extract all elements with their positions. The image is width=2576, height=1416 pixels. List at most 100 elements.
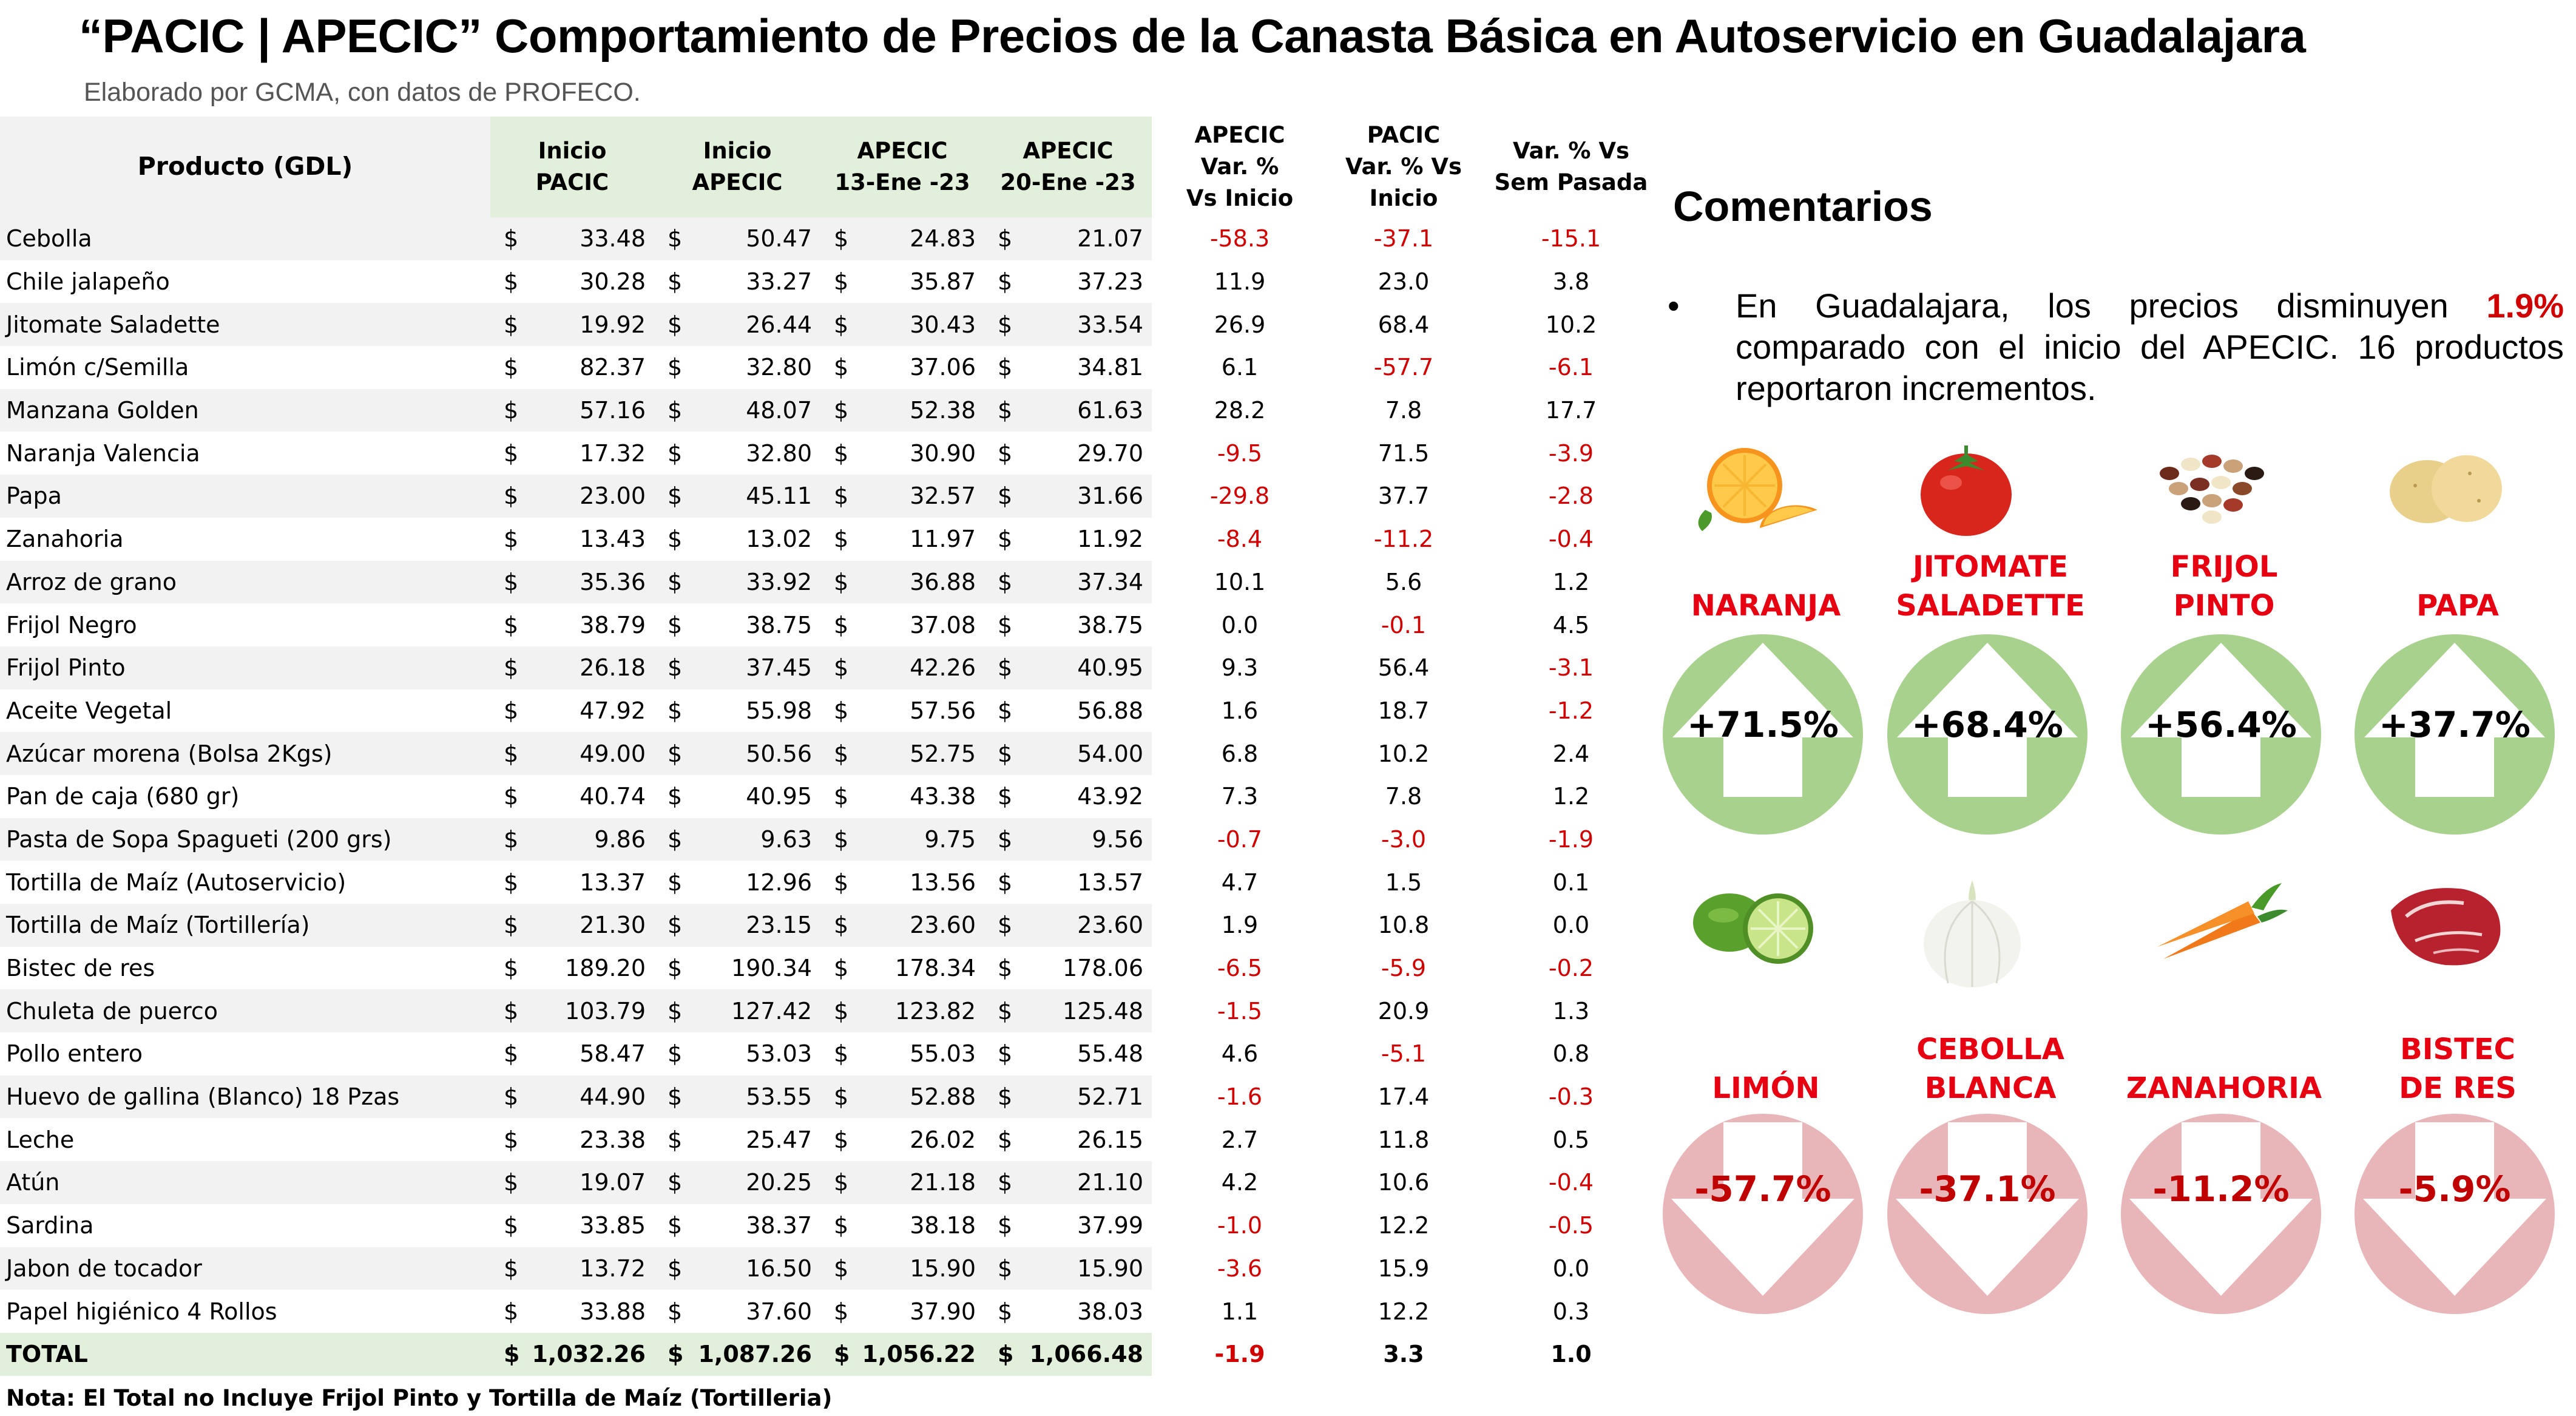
comments-title: Comentarios <box>1673 183 1933 230</box>
price-cell: $37.06 <box>834 354 976 381</box>
beans-icon <box>2145 437 2279 543</box>
price-cell: $13.57 <box>998 869 1143 896</box>
table-row: Atún $19.07 $20.25 $21.18 $21.10 4.2 10.6 -0.4 <box>0 1161 1657 1204</box>
price-cell: $13.56 <box>834 869 976 896</box>
price-cell: $52.75 <box>820 732 984 775</box>
percent-cell: -11.2 <box>1373 526 1434 553</box>
table-row: Papa $23.00 $45.11 $32.57 $31.66 -29.8 37.7 -2.… <box>0 475 1657 518</box>
gap-cell <box>1152 818 1158 861</box>
price-cell: $52.88 <box>820 1075 984 1119</box>
price-cell: $23.38 <box>504 1126 646 1153</box>
price-cell: $127.42 <box>654 989 820 1033</box>
price-cell: $37.60 <box>668 1298 812 1325</box>
price-cell: $29.70 <box>998 439 1143 467</box>
price-cell: $15.90 <box>984 1247 1152 1290</box>
price-change-value: +68.4% <box>1912 704 2063 745</box>
price-cell: $178.06 <box>998 955 1143 982</box>
product-name: Manzana Golden <box>0 388 490 432</box>
gap-cell <box>1152 260 1158 303</box>
price-cell: $123.82 <box>820 989 984 1033</box>
table-row: Cebolla $33.48 $50.47 $24.83 $21.07 -58.3 -37.… <box>0 217 1657 260</box>
price-cell: $52.71 <box>984 1075 1152 1119</box>
percent-cell: -9.5 <box>1217 439 1263 467</box>
percent-cell: -3.1 <box>1548 654 1594 682</box>
percent-cell: 3.8 <box>1552 268 1590 296</box>
table-row: Sardina $33.85 $38.37 $38.18 $37.99 -1.0 12.2 -… <box>0 1204 1657 1247</box>
header-product: Producto (GDL) <box>0 117 490 217</box>
percent-cell: 1.2 <box>1552 568 1590 595</box>
percent-cell: 71.5 <box>1378 439 1430 467</box>
comment-highlight: 1.9% <box>2486 286 2564 325</box>
header-gap <box>1152 117 1158 217</box>
percent-cell: 4.7 <box>1221 869 1259 896</box>
price-cell: $33.27 <box>668 268 812 296</box>
price-cell: $26.15 <box>998 1126 1143 1153</box>
table-row: Frijol Negro $38.79 $38.75 $37.08 $38.75 0.0 -… <box>0 603 1657 646</box>
price-cell: $43.38 <box>834 783 976 810</box>
price-cell: $82.37 <box>504 354 646 381</box>
percent-cell: 10.8 <box>1378 912 1430 939</box>
price-cell: $13.02 <box>668 526 812 553</box>
price-cell: $35.87 <box>834 268 976 296</box>
product-card-label: FRIJOL PINTO <box>2170 550 2278 623</box>
percent-cell: 1.5 <box>1385 869 1422 896</box>
table-row: Aceite Vegetal $47.92 $55.98 $57.56 $56.88 1.… <box>0 689 1657 733</box>
header-apecic-13-ene: APECIC 13-Ene -23 <box>820 117 984 217</box>
total-var-pacic: 3.3 <box>1322 1332 1486 1376</box>
percent-cell: 12.2 <box>1378 1298 1430 1325</box>
price-cell: $58.47 <box>504 1040 646 1068</box>
price-cell: $13.72 <box>490 1247 654 1290</box>
up-arrow-icon <box>2121 634 2321 835</box>
table-row: Leche $23.38 $25.47 $26.02 $26.15 2.7 11.8 0.5 <box>0 1118 1657 1162</box>
price-cell: $56.88 <box>998 697 1143 724</box>
price-cell: $21.18 <box>820 1161 984 1204</box>
percent-cell: 56.4 <box>1378 654 1430 682</box>
percent-cell: 10.6 <box>1378 1169 1430 1196</box>
header-var-sem: Var. % Vs Sem Pasada <box>1486 117 1657 217</box>
price-cell: $55.03 <box>834 1040 976 1068</box>
product-card-label: PAPA <box>2416 589 2499 623</box>
percent-cell: 2.7 <box>1221 1126 1259 1153</box>
price-cell: $30.28 <box>504 268 646 296</box>
price-change-value: +71.5% <box>1687 704 1839 745</box>
price-cell: $37.34 <box>984 560 1152 604</box>
product-name: Azúcar morena (Bolsa 2Kgs) <box>0 732 490 775</box>
price-cell: $23.60 <box>820 904 984 947</box>
percent-cell: 37.7 <box>1378 483 1430 510</box>
price-cell: $53.03 <box>668 1040 812 1068</box>
percent-cell: 1.1 <box>1221 1298 1259 1325</box>
percent-cell: 7.8 <box>1385 783 1422 810</box>
orange-icon <box>1687 437 1820 537</box>
gap-cell <box>1152 388 1158 432</box>
price-cell: $40.95 <box>984 646 1152 689</box>
percent-cell: 0.8 <box>1552 1040 1590 1068</box>
price-cell: $38.37 <box>668 1212 812 1239</box>
down-arrow-icon <box>1887 1114 2088 1314</box>
product-name: Chile jalapeño <box>6 268 170 296</box>
potato-icon <box>2379 437 2512 543</box>
percent-cell: -0.1 <box>1381 611 1427 639</box>
price-cell: $32.80 <box>668 354 812 381</box>
percent-cell: 18.7 <box>1378 697 1430 724</box>
gap-cell <box>1152 517 1158 561</box>
percent-cell: -1.0 <box>1217 1212 1263 1239</box>
price-cell: $61.63 <box>984 388 1152 432</box>
percent-cell: 28.2 <box>1214 397 1266 424</box>
price-cell: $190.34 <box>668 955 812 982</box>
price-change-value: -37.1% <box>1919 1168 2056 1210</box>
percent-cell: 0.0 <box>1221 611 1259 639</box>
price-cell: $23.60 <box>984 904 1152 947</box>
product-name: Tortilla de Maíz (Tortillería) <box>0 904 490 947</box>
price-cell: $45.11 <box>654 475 820 518</box>
percent-cell: 0.1 <box>1552 869 1590 896</box>
price-cell: $55.48 <box>998 1040 1143 1068</box>
price-cell: $13.37 <box>504 869 646 896</box>
onion-icon <box>1912 874 2033 992</box>
percent-cell: -0.5 <box>1548 1212 1594 1239</box>
product-name: Sardina <box>6 1212 94 1239</box>
total-label: TOTAL <box>0 1332 490 1376</box>
percent-cell: 10.2 <box>1545 311 1597 338</box>
table-header-row: Producto (GDL) Inicio PACIC Inicio APECIC … <box>0 117 1657 217</box>
table-row: Pasta de Sopa Spagueti (200 grs) $9.86 $9.… <box>0 818 1657 861</box>
table-row: Huevo de gallina (Blanco) 18 Pzas $44.90 $… <box>0 1075 1657 1119</box>
